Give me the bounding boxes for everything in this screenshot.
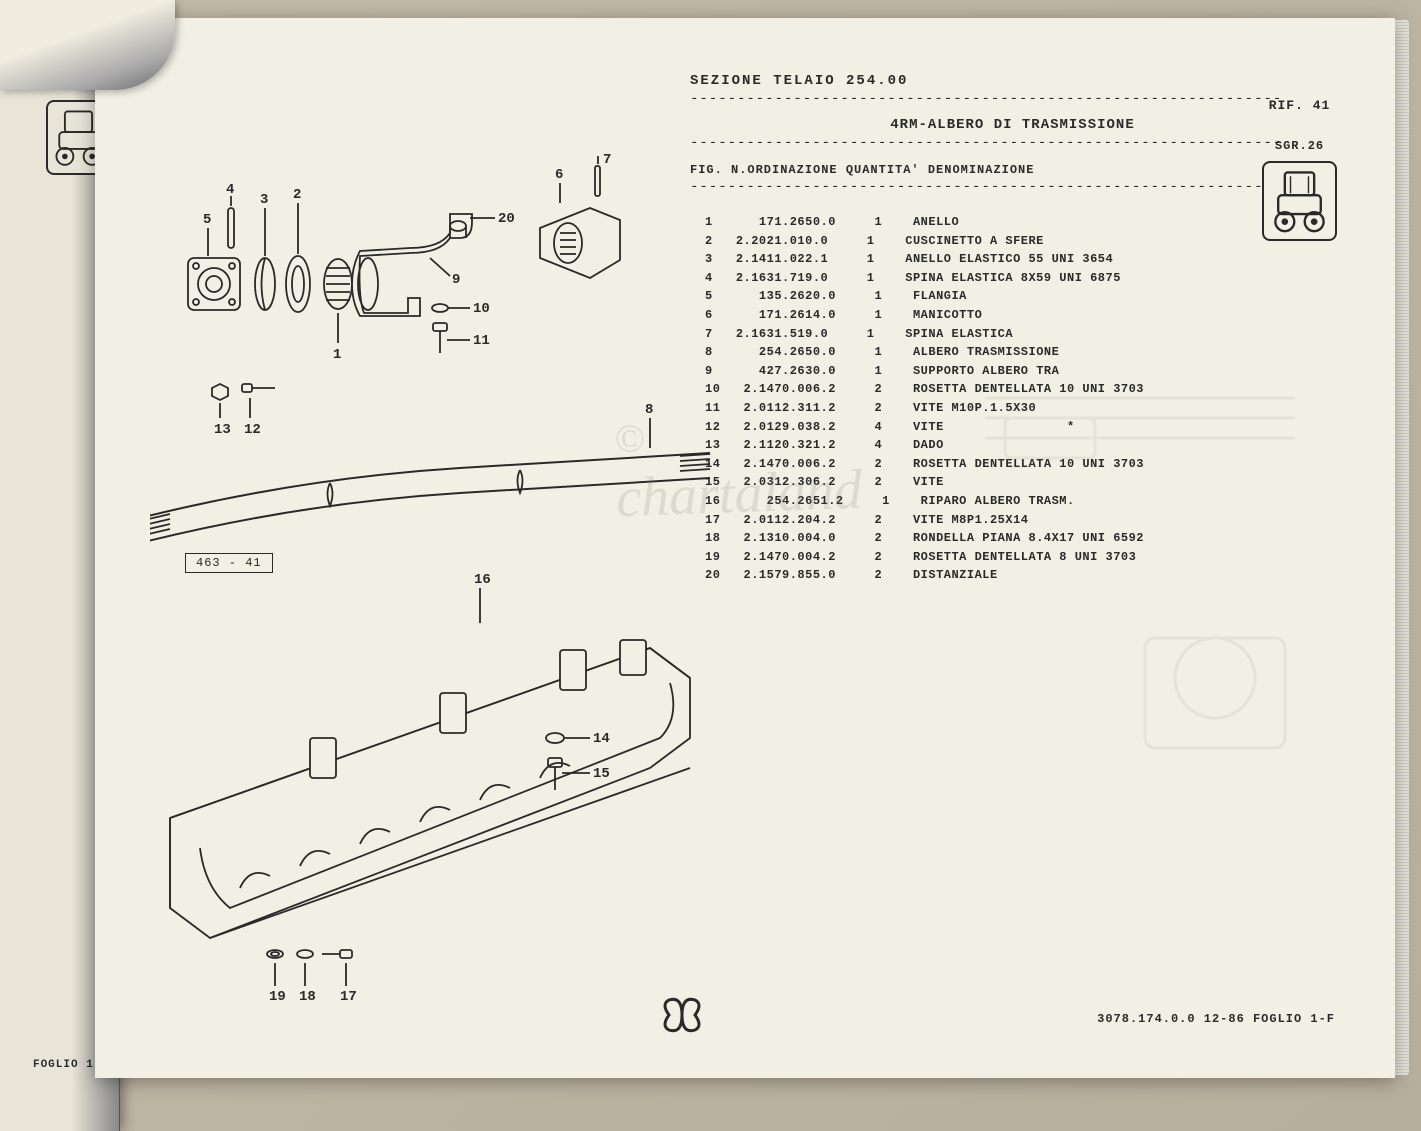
table-row: 4 2.1631.719.0 1 SPINA ELASTICA 8X59 UNI… <box>705 269 1144 288</box>
dash-separator-1: ----------------------------------------… <box>690 91 1335 107</box>
callout-1: 1 <box>333 347 341 363</box>
tractor-glyph <box>1264 163 1335 239</box>
diagram-svg: 5 4 3 2 <box>150 148 730 1018</box>
callout-8: 8 <box>645 402 653 418</box>
rif-label: RIF. 41 <box>1262 98 1337 113</box>
callout-2: 2 <box>293 187 301 203</box>
diagram-ref-box: 463 - 41 <box>185 553 273 573</box>
callout-14: 14 <box>593 731 610 747</box>
dash-separator-2: ----------------------------------------… <box>690 135 1335 151</box>
callout-15: 15 <box>593 766 610 782</box>
callout-12: 12 <box>244 422 261 438</box>
bleed-through <box>945 358 1325 778</box>
callout-7: 7 <box>603 152 611 168</box>
table-column-headers: FIG. N.ORDINAZIONE QUANTITA' DENOMINAZIO… <box>690 163 1335 177</box>
callout-16: 16 <box>474 572 491 588</box>
table-row: 6 171.2614.0 1 MANICOTTO <box>705 306 1144 325</box>
callout-4: 4 <box>226 182 234 198</box>
main-page: SEZIONE TELAIO 254.00 ------------------… <box>95 18 1395 1078</box>
table-row: 1 171.2650.0 1 ANELLO <box>705 213 1144 232</box>
dash-separator-3: ----------------------------------------… <box>690 179 1335 195</box>
page-curl <box>0 0 175 90</box>
callout-10: 10 <box>473 301 490 317</box>
table-row: 2 2.2021.010.0 1 CUSCINETTO A SFERE <box>705 232 1144 251</box>
book-container: RIF. 40 FOGLIO 1-F SEZIONE TELAIO 254.00… <box>0 0 1421 1131</box>
callout-6: 6 <box>555 167 563 183</box>
page-header: SEZIONE TELAIO 254.00 ------------------… <box>690 73 1335 197</box>
callout-3: 3 <box>260 192 268 208</box>
sgr-label: SGR.26 <box>1262 139 1337 153</box>
section-title: SEZIONE TELAIO 254.00 <box>690 73 1335 89</box>
footer-code: 3078.174.0.0 12-86 FOGLIO 1-F <box>1097 1012 1335 1026</box>
exploded-diagram: 5 4 3 2 <box>150 148 730 1018</box>
callout-18: 18 <box>299 989 316 1005</box>
tractor-icon <box>1262 161 1337 241</box>
reference-box: RIF. 41 SGR.26 <box>1262 98 1337 241</box>
table-row: 3 2.1411.022.1 1 ANELLO ELASTICO 55 UNI … <box>705 250 1144 269</box>
callout-19: 19 <box>269 989 286 1005</box>
publisher-logo <box>655 988 710 1043</box>
table-row: 5 135.2620.0 1 FLANGIA <box>705 287 1144 306</box>
callout-20: 20 <box>498 211 515 227</box>
callout-11: 11 <box>473 333 490 349</box>
callout-5: 5 <box>203 212 211 228</box>
callout-17: 17 <box>340 989 357 1005</box>
page-subtitle: 4RM-ALBERO DI TRASMISSIONE <box>690 117 1335 133</box>
callout-13: 13 <box>214 422 231 438</box>
table-row: 7 2.1631.519.0 1 SPINA ELASTICA <box>705 325 1144 344</box>
callout-9: 9 <box>452 272 460 288</box>
